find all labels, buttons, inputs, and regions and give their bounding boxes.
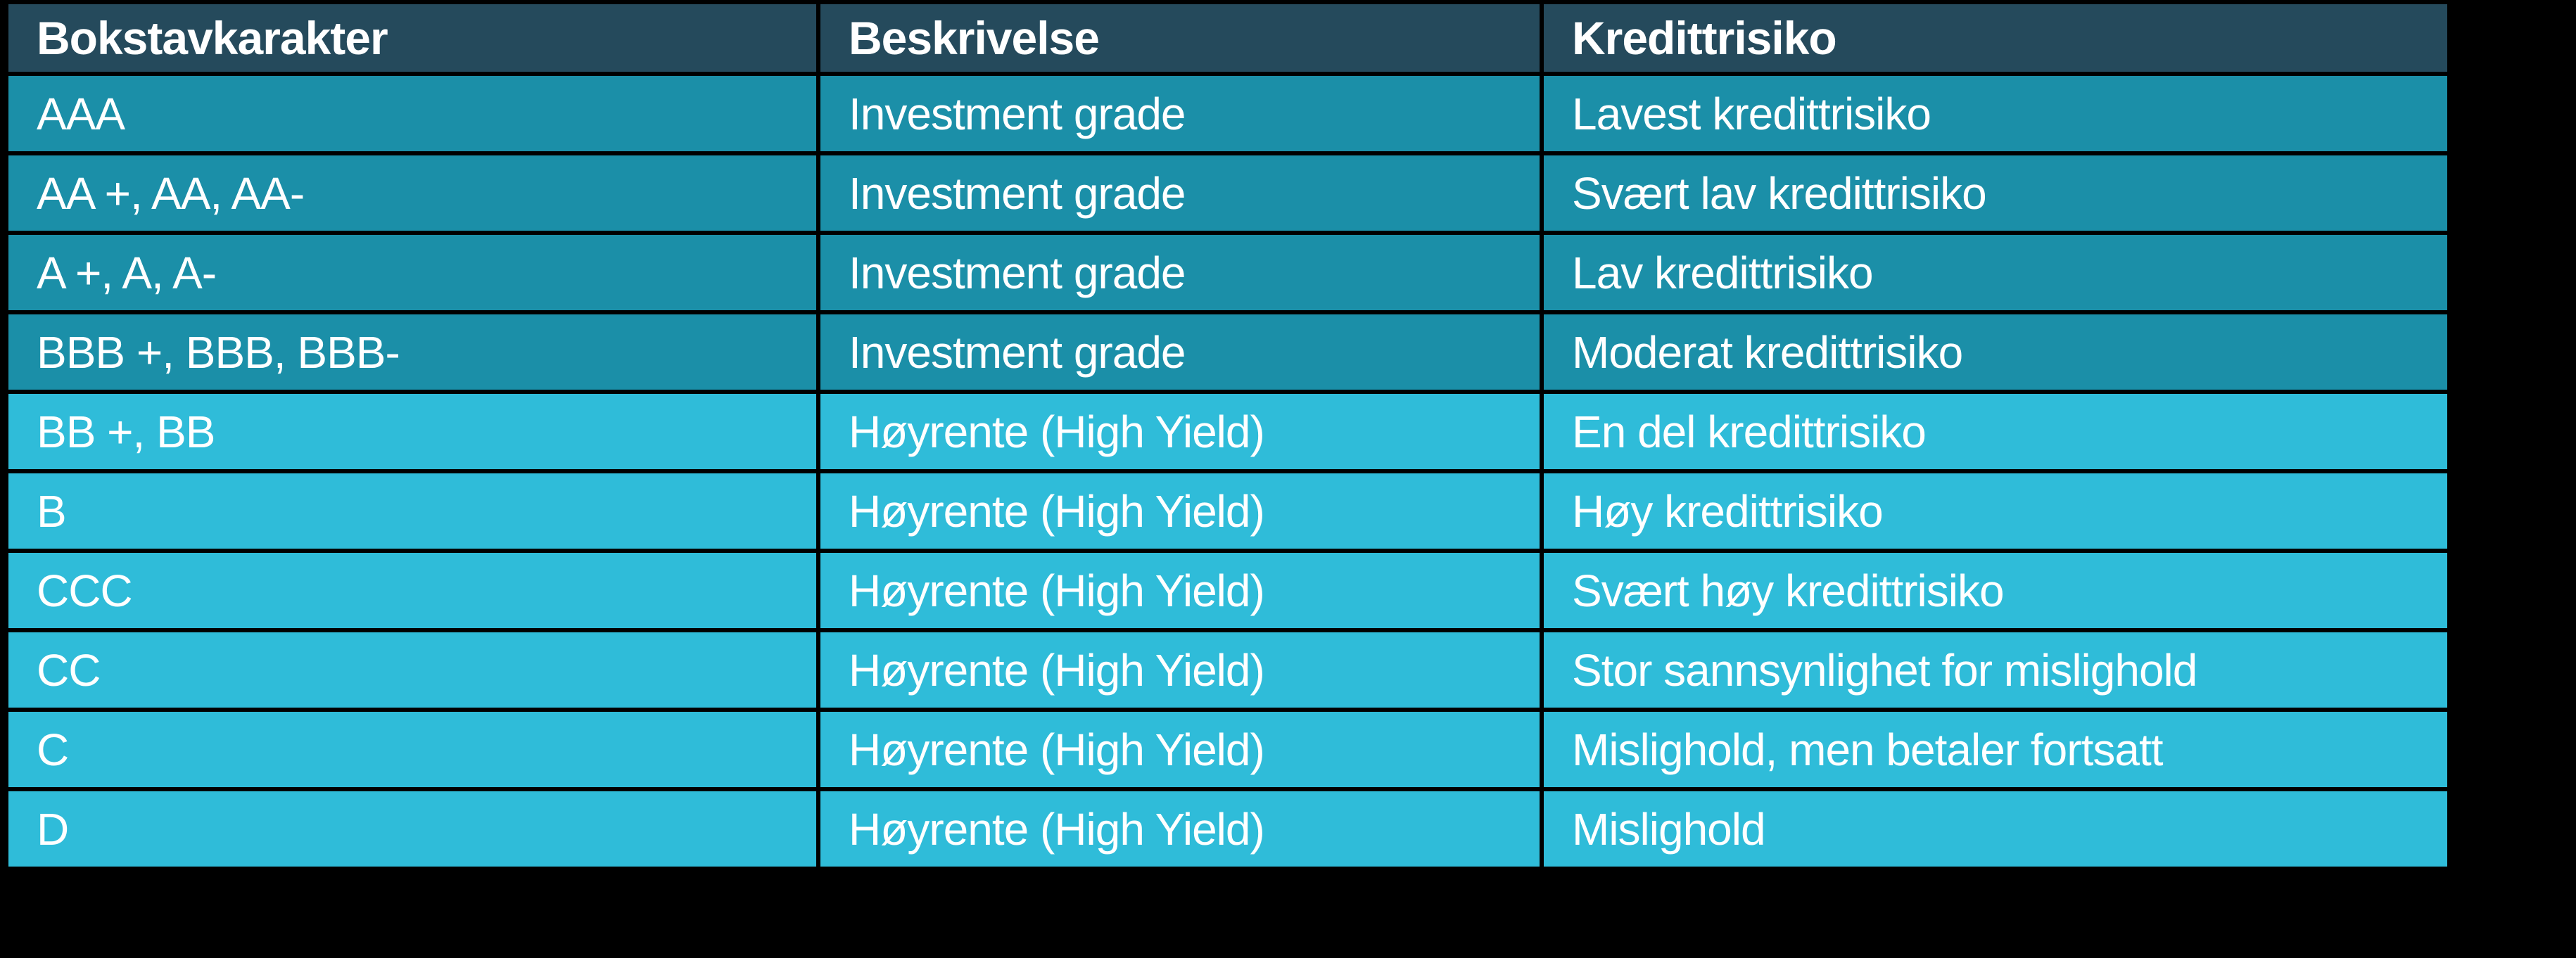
description-cell: Investment grade: [816, 72, 1544, 155]
credit-rating-table: Bokstavkarakter Beskrivelse Kredittrisik…: [4, 0, 2451, 871]
table-body: AAA Investment grade Lavest kredittrisiko A…: [4, 72, 2451, 871]
table-row: B Høyrente (High Yield) Høy kredittrisiko: [4, 469, 2451, 553]
risk-cell: Svært høy kredittrisiko: [1540, 549, 2451, 632]
description-cell: Høyrente (High Yield): [816, 628, 1544, 712]
rating-cell: CCC: [4, 549, 820, 632]
table-row: BBB +, BBB, BBB- Investment grade Moderat …: [4, 310, 2451, 394]
rating-cell: BBB +, BBB, BBB-: [4, 310, 820, 394]
rating-cell: CC: [4, 628, 820, 712]
table-row: AAA Investment grade Lavest kredittrisiko: [4, 72, 2451, 155]
rating-cell: C: [4, 708, 820, 791]
table-row: CCC Høyrente (High Yield) Svært høy kredit…: [4, 549, 2451, 632]
risk-cell: Lavest kredittrisiko: [1540, 72, 2451, 155]
risk-cell: Stor sannsynlighet for mislighold: [1540, 628, 2451, 712]
risk-cell: Svært lav kredittrisiko: [1540, 151, 2451, 235]
header-row: Bokstavkarakter Beskrivelse Kredittrisik…: [4, 0, 2451, 76]
table-row: C Høyrente (High Yield) Mislighold, men be…: [4, 708, 2451, 791]
risk-cell: Mislighold: [1540, 787, 2451, 871]
description-cell: Høyrente (High Yield): [816, 708, 1544, 791]
risk-cell: En del kredittrisiko: [1540, 390, 2451, 473]
rating-cell: A +, A, A-: [4, 231, 820, 314]
risk-cell: Høy kredittrisiko: [1540, 469, 2451, 553]
rating-cell: AAA: [4, 72, 820, 155]
rating-cell: D: [4, 787, 820, 871]
column-header-description: Beskrivelse: [816, 0, 1544, 76]
description-cell: Investment grade: [816, 310, 1544, 394]
risk-cell: Moderat kredittrisiko: [1540, 310, 2451, 394]
rating-cell: BB +, BB: [4, 390, 820, 473]
table-row: CC Høyrente (High Yield) Stor sannsynlighe…: [4, 628, 2451, 712]
risk-cell: Lav kredittrisiko: [1540, 231, 2451, 314]
rating-cell: B: [4, 469, 820, 553]
description-cell: Høyrente (High Yield): [816, 469, 1544, 553]
table-row: D Høyrente (High Yield) Mislighold: [4, 787, 2451, 871]
rating-cell: AA +, AA, AA-: [4, 151, 820, 235]
table-row: A +, A, A- Investment grade Lav kredittris…: [4, 231, 2451, 314]
column-header-rating: Bokstavkarakter: [4, 0, 820, 76]
column-header-risk: Kredittrisiko: [1540, 0, 2451, 76]
table-row: AA +, AA, AA- Investment grade Svært lav k…: [4, 151, 2451, 235]
description-cell: Høyrente (High Yield): [816, 390, 1544, 473]
description-cell: Høyrente (High Yield): [816, 787, 1544, 871]
description-cell: Investment grade: [816, 151, 1544, 235]
description-cell: Høyrente (High Yield): [816, 549, 1544, 632]
description-cell: Investment grade: [816, 231, 1544, 314]
credit-rating-table-container: Bokstavkarakter Beskrivelse Kredittrisik…: [4, 0, 2451, 871]
risk-cell: Mislighold, men betaler fortsatt: [1540, 708, 2451, 791]
table-row: BB +, BB Høyrente (High Yield) En del kred…: [4, 390, 2451, 473]
